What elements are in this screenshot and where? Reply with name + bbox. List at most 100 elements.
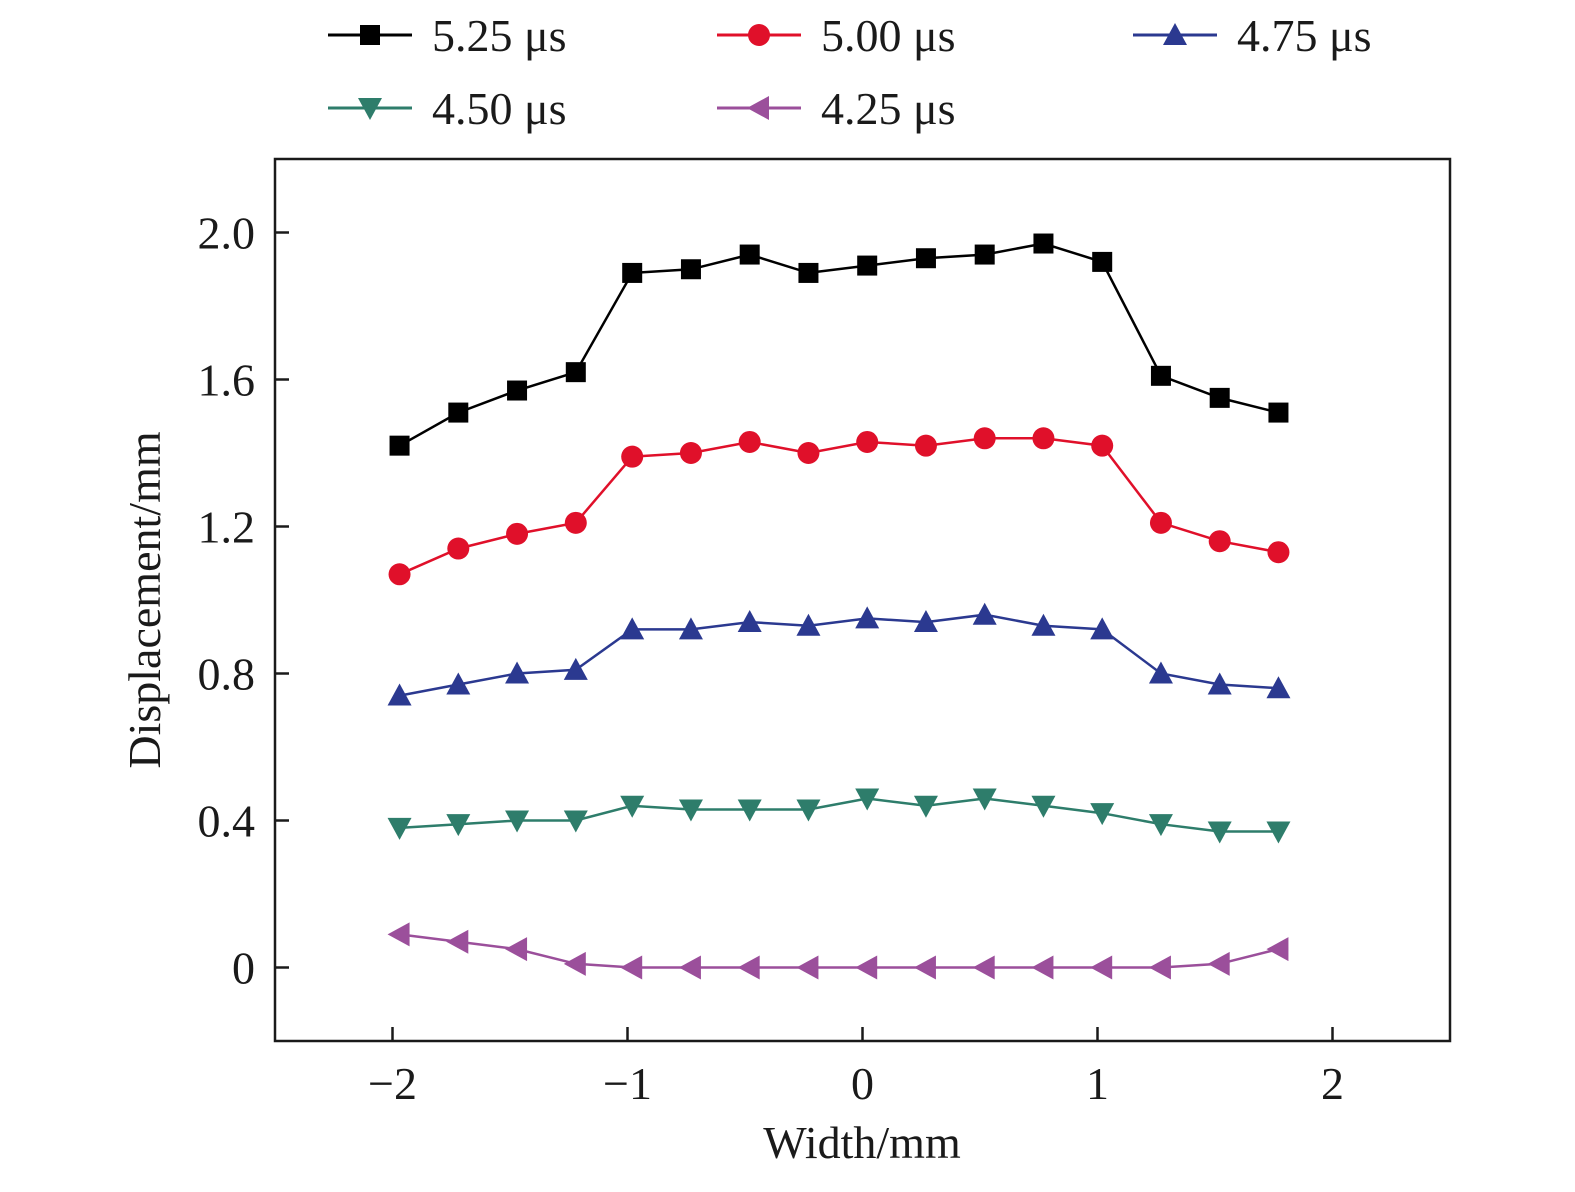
legend-marker (358, 98, 382, 120)
series-5 (387, 922, 1289, 980)
data-point (1031, 955, 1054, 980)
data-point (621, 445, 644, 468)
data-point (797, 442, 820, 464)
data-point (1150, 365, 1171, 386)
data-point (1266, 676, 1291, 699)
data-point (1148, 955, 1171, 980)
data-point (796, 613, 821, 636)
data-point (563, 951, 586, 976)
data-point (738, 430, 761, 453)
x-tick-label: 2 (1321, 1058, 1344, 1109)
data-point (798, 262, 819, 283)
data-point (914, 434, 937, 457)
legend-marker (360, 25, 380, 45)
data-point (1090, 617, 1115, 640)
data-point (505, 937, 528, 962)
x-tick-label: −1 (603, 1058, 652, 1109)
data-point (1207, 951, 1230, 976)
data-point (1148, 814, 1173, 837)
data-point (507, 380, 528, 401)
data-point (1207, 672, 1232, 695)
data-point (620, 617, 645, 640)
series-2 (388, 427, 1290, 586)
legend-item: 5.00 μs (717, 10, 956, 61)
legend: 5.25 μs 5.00 μs 4.75 μs 4.50 μs 4.25 μs (328, 10, 1372, 134)
data-point (1031, 613, 1056, 636)
data-point (506, 522, 529, 545)
legend-item: 4.50 μs (328, 83, 567, 134)
data-point (1268, 402, 1289, 423)
data-point (1033, 233, 1054, 254)
data-point (855, 955, 878, 980)
data-point (563, 810, 588, 833)
plot-frame (273, 157, 1452, 1043)
series-line (399, 613, 1279, 697)
data-point (796, 799, 821, 822)
data-point (739, 244, 760, 265)
y-axis: 0 0.4 0.8 1.2 1.6 2.0 (198, 208, 289, 994)
data-point (620, 795, 645, 818)
y-tick-label: 1.2 (198, 502, 256, 553)
data-point (1031, 795, 1056, 818)
series-1 (389, 233, 1289, 456)
data-point (1148, 661, 1173, 684)
data-point (973, 427, 996, 450)
y-tick-label: 0.8 (198, 649, 256, 700)
data-point (913, 610, 938, 633)
data-point (974, 244, 995, 265)
data-point (505, 661, 530, 684)
legend-label: 4.25 μs (821, 83, 956, 134)
data-point (1092, 251, 1113, 272)
legend-item: 4.75 μs (1133, 10, 1372, 61)
x-axis-title: Width/mm (763, 1117, 961, 1168)
series-4 (387, 788, 1291, 844)
data-point (564, 511, 587, 534)
data-point (447, 537, 470, 560)
data-point (737, 610, 762, 633)
legend-label: 5.25 μs (432, 10, 567, 61)
data-point (448, 402, 469, 423)
data-point (1266, 821, 1291, 844)
data-point (387, 683, 412, 706)
data-point (1091, 434, 1114, 457)
series-line (399, 437, 1279, 576)
data-point (857, 255, 878, 276)
data-point (622, 262, 643, 283)
data-point (855, 788, 880, 811)
series-line (398, 242, 1279, 447)
data-point (1032, 427, 1055, 450)
y-tick-label: 0 (232, 943, 255, 994)
x-axis: −2 −1 0 1 2 (368, 1027, 1344, 1109)
data-point (505, 810, 530, 833)
legend-label: 5.00 μs (821, 10, 956, 61)
data-point (446, 929, 469, 954)
data-point (913, 955, 936, 980)
data-point (972, 788, 997, 811)
legend-marker (748, 24, 770, 46)
series-line (399, 797, 1279, 833)
data-point (1090, 955, 1113, 980)
data-point (913, 795, 938, 818)
data-point (796, 955, 819, 980)
legend-marker (1163, 23, 1187, 45)
series-3 (387, 602, 1291, 706)
data-point (856, 430, 879, 453)
legend-label: 4.50 μs (432, 83, 567, 134)
data-point (972, 602, 997, 625)
legend-marker (747, 96, 769, 120)
data-point (388, 563, 411, 586)
legend-item: 4.25 μs (717, 83, 956, 134)
y-axis-title: Displacement/mm (119, 431, 170, 768)
x-tick-label: 0 (851, 1058, 874, 1109)
data-point (1149, 511, 1172, 534)
data-point (679, 442, 702, 464)
data-point (446, 814, 471, 837)
x-tick-label: 1 (1086, 1058, 1109, 1109)
series-layer (387, 233, 1291, 980)
data-point (678, 955, 701, 980)
y-tick-label: 0.4 (198, 796, 256, 847)
data-point (387, 922, 410, 947)
data-point (972, 955, 995, 980)
data-point (1267, 541, 1290, 564)
